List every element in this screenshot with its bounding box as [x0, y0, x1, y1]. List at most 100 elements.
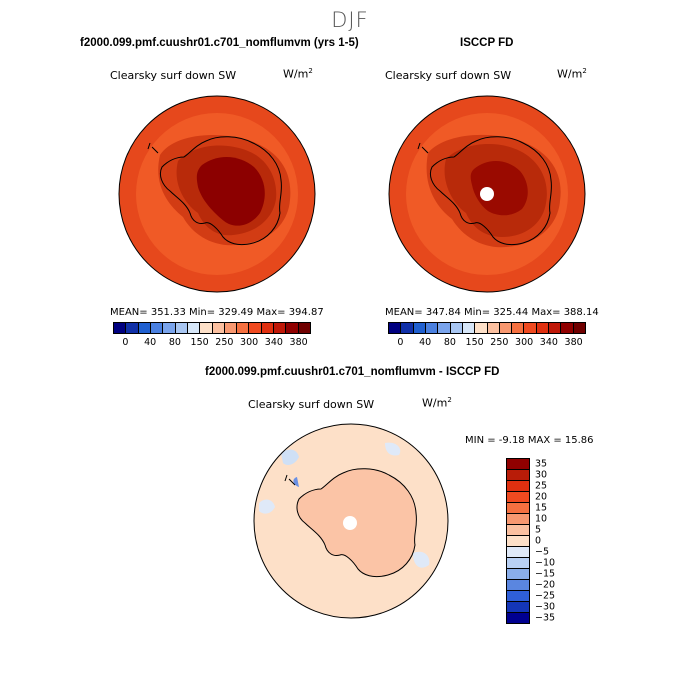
colorbar-diff-label: −25 [535, 590, 556, 602]
colorbar-tick-label: 340 [539, 337, 558, 348]
colorbar-tick-label: 80 [168, 337, 181, 348]
colorbar-swatch [114, 323, 127, 333]
colorbar-swatch [475, 323, 488, 333]
colorbar-tick-label: 380 [289, 337, 308, 348]
colorbar-diff-swatch [507, 613, 529, 623]
colorbar-diff-swatch [507, 459, 529, 470]
map-diff-negative-area-2 [259, 499, 275, 514]
panel-right-stats: MEAN= 347.84 Min= 325.44 Max= 388.14 [385, 307, 599, 318]
colorbar-swatch [212, 323, 225, 333]
colorbar-left-ticks: 0 40 80 150 250 300 340 380 [113, 337, 311, 351]
season-title: DJF [331, 8, 369, 32]
colorbar-diff-label: −15 [535, 568, 556, 580]
colorbar-swatch [126, 323, 139, 333]
colorbar-swatch [425, 323, 439, 333]
colorbar-swatch [561, 323, 574, 333]
map-right-coastline [429, 136, 552, 246]
map-diff-negative-area-5 [293, 477, 299, 487]
map-diff-coastline [296, 468, 417, 578]
colorbar-swatch [261, 323, 275, 333]
colorbar-diff-label: 5 [535, 524, 542, 536]
colorbar-diff-label: −10 [535, 557, 556, 569]
colorbar-diff-label: −20 [535, 579, 556, 591]
diff-units: W/m2 [422, 396, 452, 410]
colorbar-tick-label: 150 [190, 337, 209, 348]
colorbar-swatch [249, 323, 262, 333]
colorbar-tick-label: 300 [240, 337, 259, 348]
colorbar-swatch [413, 323, 426, 333]
colorbar-tick-label: 0 [122, 337, 129, 348]
panel-left-units: W/m2 [283, 67, 313, 81]
colorbar-diff-label: 10 [535, 513, 548, 525]
diff-variable: Clearsky surf down SW [248, 398, 375, 411]
colorbar-swatch [200, 323, 213, 333]
map-right-peninsula [417, 142, 429, 154]
colorbar-diff-swatch [507, 580, 529, 591]
panel-left-title: f2000.099.pmf.cuushr01.c701_nomflumvm (y… [80, 37, 359, 49]
colorbar-diff-swatch [507, 569, 529, 580]
colorbar-tick-label: 250 [215, 337, 234, 348]
map-diff-negative-area-4 [413, 551, 430, 568]
colorbar-diff-swatch [507, 503, 529, 514]
colorbar-swatch [536, 323, 550, 333]
colorbar-swatch [138, 323, 151, 333]
colorbar-swatch [298, 323, 310, 333]
colorbar-right-ticks: 0 40 80 150 250 300 340 380 [388, 337, 586, 351]
map-left [118, 95, 316, 293]
colorbar-swatch [237, 323, 250, 333]
colorbar-diff-swatch [507, 602, 529, 613]
panel-right-units: W/m2 [557, 67, 587, 81]
colorbar-swatch [175, 323, 188, 333]
colorbar-left-swatches [113, 322, 311, 334]
map-right-plateau [470, 160, 528, 216]
colorbar-diff-label: 35 [535, 458, 548, 470]
colorbar-swatch [573, 323, 585, 333]
colorbar-tick-label: 0 [397, 337, 404, 348]
map-left-border [118, 95, 316, 293]
diff-stats: MIN = -9.18 MAX = 15.86 [465, 435, 594, 446]
colorbar-tick-label: 80 [443, 337, 456, 348]
map-left-peninsula [147, 142, 159, 154]
colorbar-swatch [524, 323, 537, 333]
map-diff-negative-area-3 [385, 442, 401, 456]
colorbar-swatch [286, 323, 299, 333]
map-left-plateau [196, 156, 265, 226]
colorbar-diff-swatches [506, 458, 530, 624]
map-left-coastline [159, 136, 282, 246]
map-right [388, 95, 586, 293]
colorbar-diff-swatch [507, 558, 529, 569]
map-diff [253, 423, 449, 619]
colorbar-diff-label: −35 [535, 612, 556, 624]
colorbar-diff-swatch [507, 470, 529, 481]
colorbar-swatch [150, 323, 164, 333]
colorbar-diff-label: 25 [535, 480, 548, 492]
colorbar-tick-label: 300 [515, 337, 534, 348]
colorbar-diff-label: 20 [535, 491, 548, 503]
map-diff-peninsula [284, 474, 296, 486]
map-diff-pole-hole [343, 516, 357, 530]
colorbar-tick-label: 40 [144, 337, 157, 348]
colorbar-tick-label: 340 [264, 337, 283, 348]
colorbar-swatch [224, 323, 238, 333]
colorbar-diff-swatch [507, 547, 529, 558]
colorbar-swatch [549, 323, 562, 333]
colorbar-diff-label: −30 [535, 601, 556, 613]
colorbar-tick-label: 250 [490, 337, 509, 348]
colorbar-diff-labels: 35 30 25 20 15 10 5 0 −5 −10 −15 −20 −25 −30 −35 [535, 458, 575, 624]
colorbar-swatch [450, 323, 463, 333]
colorbar-swatch [499, 323, 513, 333]
map-right-pole-hole [480, 187, 494, 201]
panel-left-stats: MEAN= 351.33 Min= 329.49 Max= 394.87 [110, 307, 324, 318]
colorbar-tick-label: 150 [465, 337, 484, 348]
diff-title: f2000.099.pmf.cuushr01.c701_nomflumvm - … [205, 366, 500, 378]
map-diff-negative-area-1 [281, 449, 299, 465]
colorbar-diff-swatch [507, 536, 529, 547]
colorbar-swatch [274, 323, 287, 333]
colorbar-diff-label: −5 [535, 546, 550, 558]
colorbar-swatch [438, 323, 451, 333]
colorbar-diff-label: 30 [535, 469, 548, 481]
colorbar-swatch [187, 323, 201, 333]
map-diff-border [253, 423, 449, 619]
panel-right-title: ISCCP FD [460, 37, 514, 49]
colorbar-swatch [389, 323, 402, 333]
